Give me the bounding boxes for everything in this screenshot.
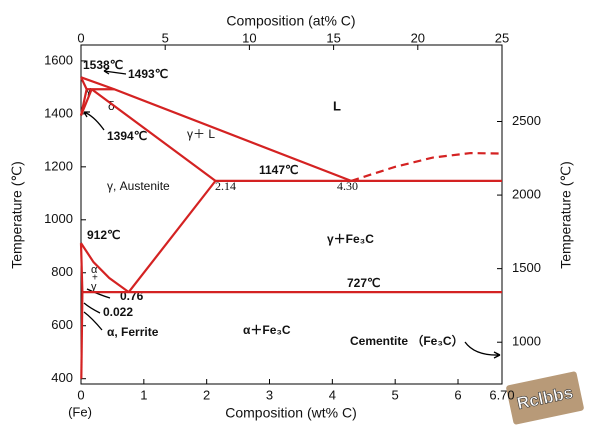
x-tick-label: 6 bbox=[454, 387, 461, 402]
plot-frame bbox=[80, 44, 503, 385]
annotation: γ, Austenite bbox=[107, 179, 170, 193]
y-tick-label: 1200 bbox=[44, 158, 73, 173]
arrows bbox=[83, 67, 501, 359]
annotation: 727℃ bbox=[347, 276, 381, 290]
phase-boundary bbox=[80, 242, 130, 293]
top-tick-label: 15 bbox=[326, 30, 340, 45]
annotation: 2.14 bbox=[215, 179, 236, 193]
annotation: 0.022 bbox=[103, 305, 133, 319]
arrow bbox=[464, 341, 501, 359]
top-tick-label: 0 bbox=[77, 30, 84, 45]
phase-boundary bbox=[79, 243, 84, 293]
annotation: δ bbox=[108, 99, 115, 113]
annotation: γ＋ L bbox=[187, 127, 215, 141]
phase-boundary bbox=[80, 76, 88, 90]
annotation: 1538℃ bbox=[83, 58, 123, 72]
top-tick-label: 10 bbox=[242, 30, 256, 45]
top-axis-title: Composition (at% C) bbox=[226, 13, 355, 29]
annotation: + bbox=[92, 273, 98, 284]
annotation: α＋Fe₃C bbox=[243, 323, 291, 337]
annotation: γ＋Fe₃C bbox=[327, 232, 374, 246]
top-tick-label: 25 bbox=[495, 30, 509, 45]
watermark: Rclbbs bbox=[506, 371, 584, 425]
annotation: 1147℃ bbox=[259, 163, 299, 177]
annotation: Cementite （Fe₃C） bbox=[350, 333, 464, 348]
x-tick-label: 1 bbox=[140, 387, 147, 402]
x-tick-label: 0 bbox=[77, 387, 84, 402]
y2-tick-label: 1500 bbox=[512, 260, 541, 275]
x-tick-label: 5 bbox=[392, 387, 399, 402]
y-tick-label: 800 bbox=[51, 264, 73, 279]
phase-boundary bbox=[127, 180, 217, 293]
arrow bbox=[83, 111, 105, 131]
phase-boundary bbox=[91, 88, 217, 182]
y2-axis-title: Temperature (℃) bbox=[558, 161, 574, 269]
annotation: α, Ferrite bbox=[107, 325, 159, 339]
arrow bbox=[86, 288, 111, 299]
annotation: 4.30 bbox=[337, 179, 358, 193]
y-tick-label: 1000 bbox=[44, 211, 73, 226]
phase-boundary bbox=[80, 292, 84, 379]
annotation: γ bbox=[86, 86, 91, 97]
arrow bbox=[103, 67, 127, 75]
y2-tick-label: 2500 bbox=[512, 113, 541, 128]
y-tick-label: 600 bbox=[51, 317, 73, 332]
annotation: 912℃ bbox=[87, 228, 121, 242]
y-tick-label: 400 bbox=[51, 370, 73, 385]
phase-boundary bbox=[79, 88, 93, 116]
y-axis-title: Temperature (℃) bbox=[9, 161, 25, 269]
arrow bbox=[83, 302, 101, 314]
top-tick-label: 5 bbox=[162, 30, 169, 45]
origin-label: (Fe) bbox=[68, 404, 92, 419]
y-tick-label: 1600 bbox=[44, 52, 73, 67]
y2-tick-label: 2000 bbox=[512, 187, 541, 202]
annotation: α bbox=[91, 264, 98, 276]
top-tick-label: 20 bbox=[411, 30, 425, 45]
annotation: γ bbox=[91, 281, 97, 293]
arrow bbox=[83, 311, 103, 331]
annotation: L bbox=[333, 98, 341, 113]
watermark-badge bbox=[506, 371, 584, 425]
annotations: 1538℃ 1493℃ δ γ 1394℃ γ＋ L L γ, Austenit… bbox=[83, 58, 464, 348]
x-tick-label: 2 bbox=[203, 387, 210, 402]
x-axis-title: Composition (wt% C) bbox=[225, 405, 356, 421]
annotation: 1394℃ bbox=[107, 129, 147, 143]
x-tick-label: 3 bbox=[266, 387, 273, 402]
x-tick-label: 6.70 bbox=[489, 387, 514, 402]
y-tick-label: 1400 bbox=[44, 105, 73, 120]
annotation: 1493℃ bbox=[128, 67, 168, 81]
y2-tick-label: 1000 bbox=[512, 334, 541, 349]
x-tick-label: 4 bbox=[329, 387, 336, 402]
phase-boundary bbox=[350, 151, 503, 182]
